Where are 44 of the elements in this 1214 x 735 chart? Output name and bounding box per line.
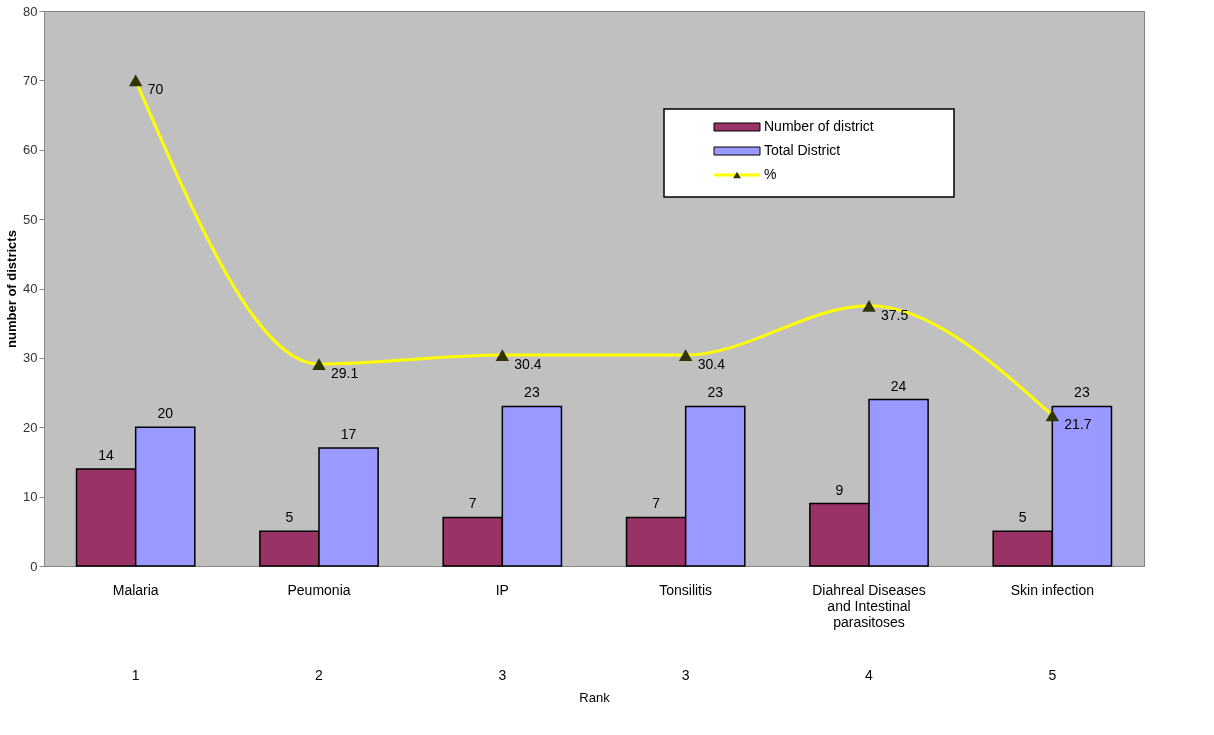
y-tick-label: 60 [23, 142, 38, 158]
legend-label: Number of district [764, 118, 874, 134]
x-tick-label: Peumonia [287, 582, 351, 598]
x-tick-label: Malaria [112, 582, 159, 598]
data-label: 5 [285, 509, 294, 526]
text: 1 [131, 667, 140, 683]
y-tick-label: 30 [23, 350, 38, 366]
data-label: 7 [652, 495, 661, 512]
data-label: 5 [1018, 509, 1027, 526]
text: 3 [681, 667, 690, 683]
y-tick-label: 20 [23, 419, 38, 435]
y-axis-title: number of districts [4, 230, 20, 348]
data-label: 17 [340, 426, 357, 443]
y-tick-label: 0 [30, 558, 38, 574]
data-label: 24 [890, 377, 907, 394]
data-label: 23 [1074, 384, 1090, 401]
x-tick-label: Skin infection [1010, 582, 1094, 598]
text: 5 [1048, 667, 1057, 683]
x-tick-label: IP [495, 582, 509, 598]
data-label: 70 [147, 81, 164, 98]
text: 3 [498, 667, 507, 683]
data-label: 29.1 [331, 365, 359, 382]
data-label: 20 [157, 405, 174, 422]
data-label: 23 [524, 384, 540, 401]
y-tick-label: 80 [23, 3, 38, 19]
y-tick-label: 50 [23, 211, 38, 227]
y-tick-label: 70 [23, 72, 38, 88]
data-label: 37.5 [881, 306, 909, 323]
x-axis-title: Rank [579, 689, 611, 705]
data-label: 30.4 [514, 356, 542, 373]
data-label: 21.7 [1064, 416, 1092, 433]
x-tick-label: Diahreal Diseases and Intestinal parasitoses [812, 582, 926, 630]
y-tick-label: 10 [23, 489, 38, 505]
data-label: 9 [835, 481, 844, 498]
data-label: 7 [468, 495, 477, 512]
data-label: 14 [98, 446, 115, 463]
legend-label: Total District [764, 142, 841, 158]
text: 4 [865, 667, 874, 683]
legend-label: % [764, 166, 777, 182]
data-label: 23 [707, 384, 724, 401]
x-tick-label: Tonsilitis [659, 582, 713, 598]
data-label: 30.4 [697, 356, 726, 373]
y-tick-label: 40 [23, 281, 38, 296]
text: 2 [315, 667, 324, 683]
